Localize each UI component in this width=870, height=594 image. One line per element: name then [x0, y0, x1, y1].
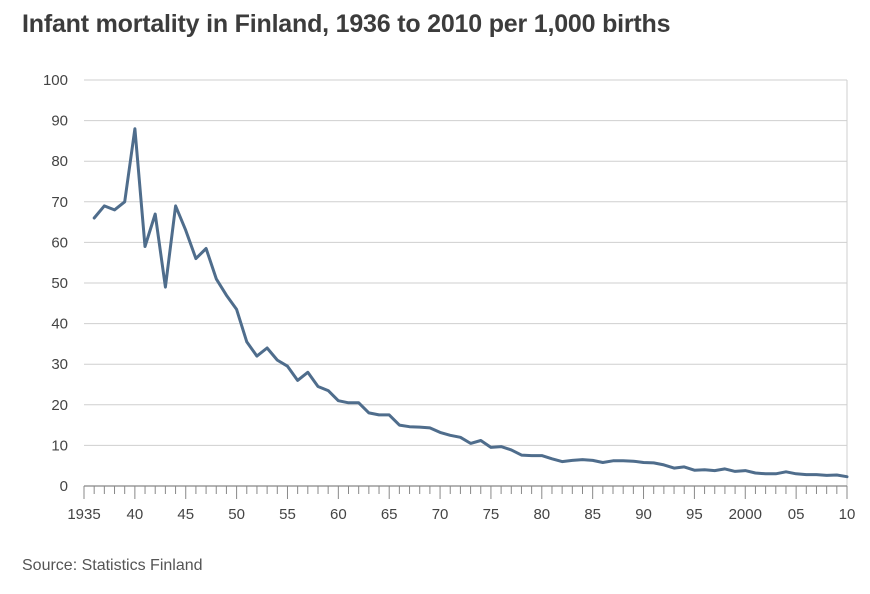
- x-tick-label-1935: 1935: [67, 506, 100, 523]
- gridlines: [84, 79, 847, 487]
- x-tick-label-1985: 85: [584, 506, 601, 523]
- y-tick-label-100: 100: [43, 72, 68, 89]
- axes: [84, 80, 848, 487]
- y-tick-label-50: 50: [51, 275, 68, 292]
- y-tick-label-80: 80: [51, 153, 68, 170]
- y-tick-label-30: 30: [51, 356, 68, 373]
- x-tick-label-1995: 95: [686, 506, 703, 523]
- series-line-0: [92, 127, 849, 479]
- source-note: Source: Statistics Finland: [22, 557, 203, 574]
- x-tick-label-1940: 40: [127, 506, 144, 523]
- y-tick-label-70: 70: [51, 194, 68, 211]
- y-tick-label-40: 40: [51, 316, 68, 333]
- y-axis-ticks: 0 10 20 30 40 50 60 70 80 90 100: [43, 72, 68, 495]
- x-tick-label-1990: 90: [635, 506, 652, 523]
- chart-title: Infant mortality in Finland, 1936 to 201…: [22, 10, 671, 38]
- x-tick-label-1950: 50: [228, 506, 245, 523]
- y-tick-label-20: 20: [51, 397, 68, 414]
- y-tick-label-60: 60: [51, 234, 68, 251]
- x-tick-label-1975: 75: [483, 506, 500, 523]
- x-tick-label-1970: 70: [432, 506, 449, 523]
- y-tick-label-90: 90: [51, 113, 68, 130]
- x-tick-label-2005: 05: [788, 506, 805, 523]
- x-tick-label-1965: 65: [381, 506, 398, 523]
- y-tick-label-10: 10: [51, 437, 68, 454]
- x-tick-label-2010: 10: [839, 506, 856, 523]
- x-tick-label-1960: 60: [330, 506, 347, 523]
- y-tick-label-0: 0: [60, 478, 68, 495]
- x-tick-label-1980: 80: [533, 506, 550, 523]
- x-axis-ticks: 1935 40 45 50 55 60 65 70 75 80 85 90 95 2000 05 10: [67, 486, 855, 523]
- x-tick-label-1945: 45: [177, 506, 194, 523]
- series-group: [92, 127, 849, 479]
- x-tick-label-2000: 2000: [729, 506, 762, 523]
- x-tick-label-1955: 55: [279, 506, 296, 523]
